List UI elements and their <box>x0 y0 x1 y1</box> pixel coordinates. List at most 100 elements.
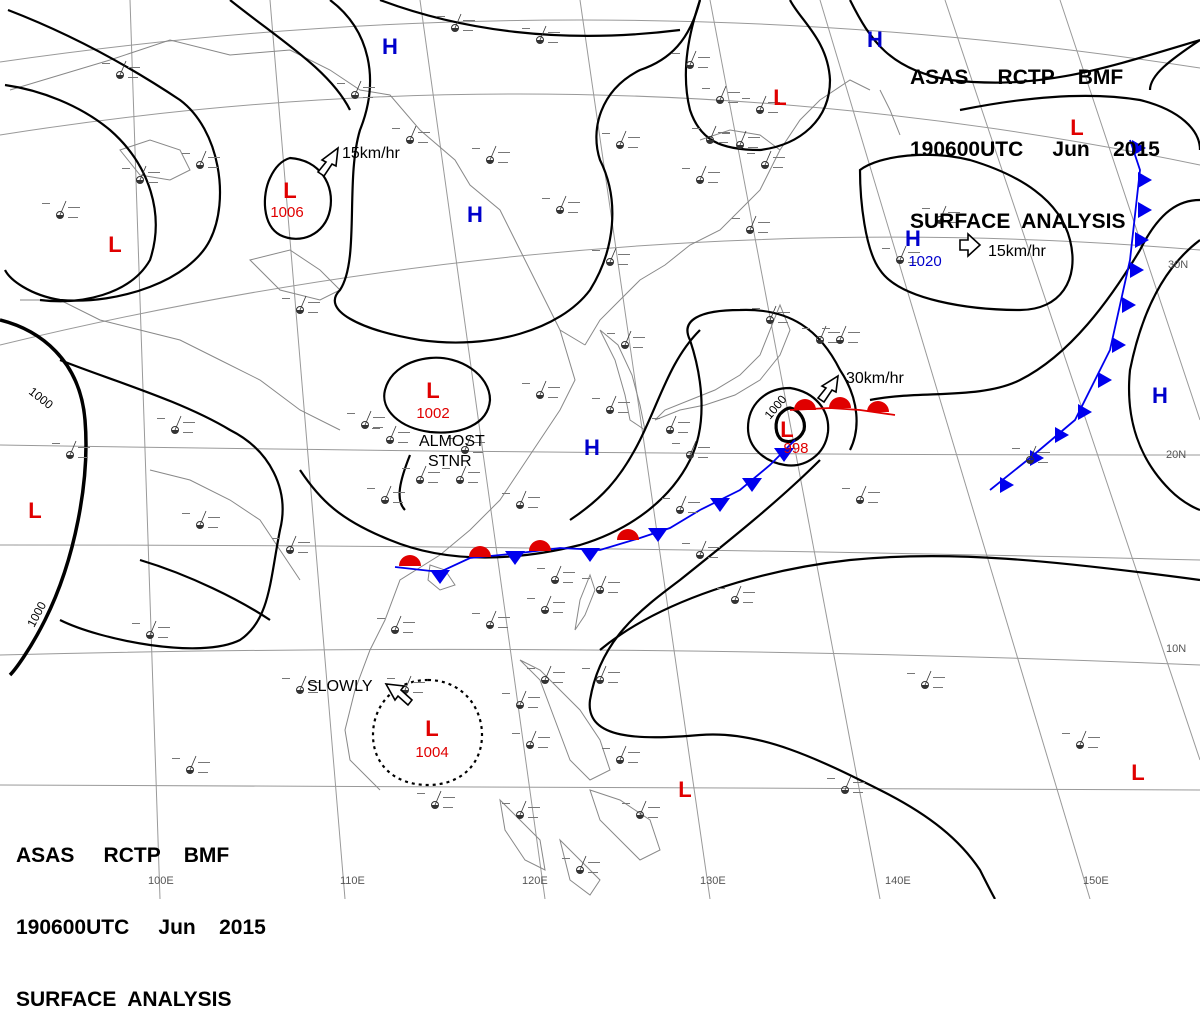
low-center-label: L <box>1070 115 1083 140</box>
station-plot <box>522 25 560 44</box>
low-center-label: L <box>780 417 793 442</box>
station-plot <box>347 410 385 429</box>
station-plot <box>682 165 720 184</box>
station-plot <box>702 85 740 104</box>
motion-arrow-icon <box>816 374 840 404</box>
low-center-label: L <box>108 232 121 257</box>
header-line-3: SURFACE ANALYSIS <box>16 988 232 1011</box>
station-plot <box>522 380 560 399</box>
cold-front-triangle <box>1030 450 1044 466</box>
chart-header-bottom: ASAS RCTP BMF 190600UTC Jun 2015 SURFACE… <box>16 796 266 1036</box>
station-plot <box>537 565 575 584</box>
high-center-label: H <box>382 34 398 59</box>
station-plot <box>842 485 880 504</box>
stationary-front-line <box>394 439 796 573</box>
motion-arrow-icon <box>959 232 982 258</box>
station-plot <box>417 790 455 809</box>
station-plot <box>582 665 620 684</box>
header-agency: ASAS <box>910 66 969 89</box>
warm-front-semicircle <box>829 397 851 408</box>
isobar-label: 1000 <box>24 599 49 629</box>
station-plot <box>827 775 865 794</box>
surface-analysis-map: H H H H 1020 H H L L L 1006 L 1002 L 100… <box>0 0 1200 899</box>
lon-label: 100E <box>148 875 174 887</box>
station-plot <box>102 60 140 79</box>
cold-front-triangle <box>742 478 762 492</box>
cold-front-triangle <box>1135 232 1149 248</box>
station-plots <box>42 13 1100 874</box>
isobar-label: 1000 <box>26 384 56 412</box>
header-month: Jun <box>158 916 196 939</box>
lon-label: 130E <box>700 875 726 887</box>
station-plot <box>592 247 630 266</box>
cold-front-triangle <box>1078 404 1092 420</box>
station-plot <box>732 215 770 234</box>
station-plot <box>622 800 660 819</box>
header-time: 190600UTC <box>16 916 130 939</box>
station-plot <box>752 305 790 324</box>
isobars <box>0 0 1200 899</box>
low-center-label: L <box>28 498 41 523</box>
cold-front-triangle <box>710 498 730 512</box>
high-center-pressure: 1020 <box>908 253 941 270</box>
cold-front-triangle <box>1112 337 1126 353</box>
motion-speed-label: 30km/hr <box>846 370 904 387</box>
high-center-label: H <box>584 435 600 460</box>
station-plot <box>502 690 540 709</box>
station-plot <box>527 595 565 614</box>
station-plot <box>337 80 375 99</box>
station-plot <box>722 130 760 149</box>
station-plot <box>402 465 440 484</box>
low-center-label: L <box>283 178 296 203</box>
station-plot <box>562 855 600 874</box>
lon-label: 140E <box>885 875 911 887</box>
low-center-pressure: 1006 <box>270 204 303 221</box>
station-plot <box>1012 445 1050 464</box>
header-code: BMF <box>183 844 230 867</box>
station-plot <box>682 540 720 559</box>
station-plot <box>272 535 310 554</box>
station-plot <box>282 295 320 314</box>
motion-speed-label: 15km/hr <box>988 243 1046 260</box>
station-plot <box>392 125 430 144</box>
station-plot <box>602 745 640 764</box>
station-plot <box>652 415 690 434</box>
header-line-2: 190600UTC Jun 2015 <box>16 916 266 940</box>
station-plot <box>672 440 710 459</box>
stationary-annotation: STNR <box>428 453 472 470</box>
low-center-label: L <box>1131 760 1144 785</box>
warm-front-semicircle <box>469 546 491 557</box>
station-plot <box>717 585 755 604</box>
isobar-value-labels: 1000 1000 1000 <box>24 384 789 629</box>
station-plot <box>377 615 415 634</box>
low-center-label: L <box>426 378 439 403</box>
station-plot <box>582 575 620 594</box>
high-center-label: H <box>867 27 883 52</box>
station-plot <box>52 440 90 459</box>
station-plot <box>442 465 480 484</box>
motion-speed-label: 15km/hr <box>342 145 400 162</box>
lon-label: 120E <box>522 875 548 887</box>
station-plot <box>437 13 475 32</box>
station-plot <box>592 395 630 414</box>
station-plot <box>372 425 410 444</box>
dotted-isobar <box>371 678 484 787</box>
warm-front-semicircle <box>794 399 816 410</box>
cold-front-triangle <box>1000 477 1014 493</box>
station-plot <box>882 245 920 264</box>
pressure-centers: H H H H 1020 H H L L L 1006 L 1002 L 100… <box>28 27 1168 802</box>
motion-arrow-icon <box>316 146 339 178</box>
high-center-label: H <box>467 202 483 227</box>
warm-front-semicircle <box>617 529 639 540</box>
header-line-1: ASAS RCTP BMF <box>910 66 1160 90</box>
header-month: Jun <box>1052 138 1090 161</box>
station-plot <box>672 50 710 69</box>
station-plot <box>172 755 210 774</box>
motion-arrow-icon <box>384 683 414 707</box>
low-center-label: L <box>773 85 786 110</box>
station-plot <box>692 125 730 144</box>
lon-label: 110E <box>340 875 365 887</box>
header-agency: ASAS <box>16 844 75 867</box>
fronts <box>394 139 1152 584</box>
header-station: RCTP <box>103 844 161 867</box>
